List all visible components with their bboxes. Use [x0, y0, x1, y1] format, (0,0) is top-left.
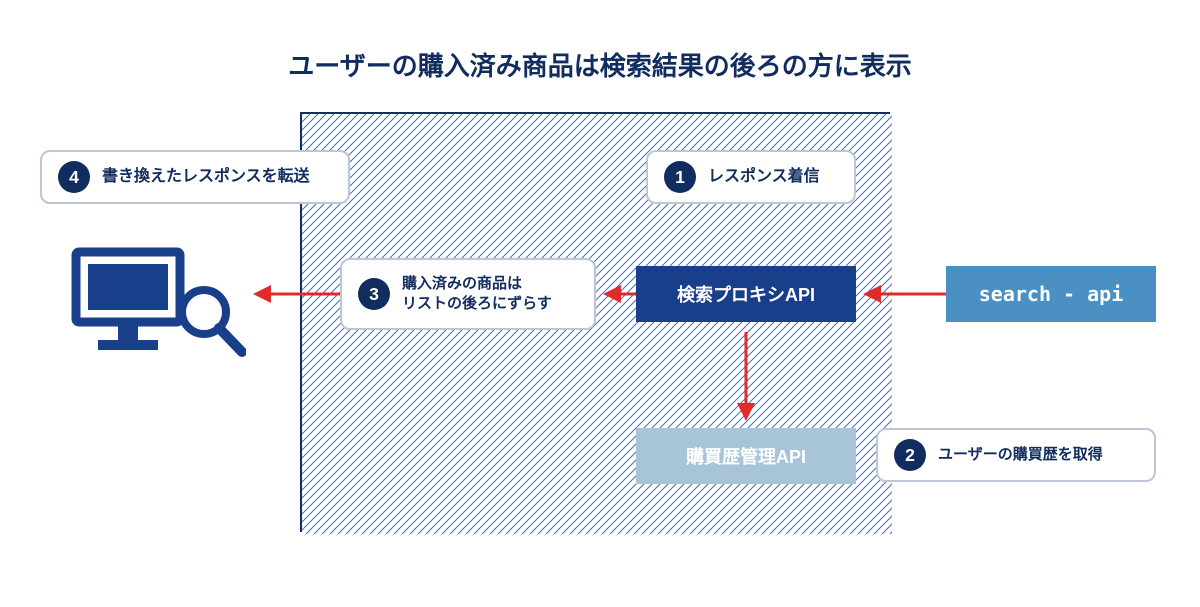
step-label: ユーザーの購買歴を取得	[938, 445, 1103, 465]
arrow-search-to-proxy	[852, 280, 960, 308]
arrow-proxy-to-step3	[592, 280, 650, 308]
diagram-title: ユーザーの購入済み商品は検索結果の後ろの方に表示	[0, 46, 1200, 83]
step-number-badge: 3	[358, 278, 390, 310]
arrow-proxy-to-history	[732, 318, 760, 432]
callout-step-1: 1 レスポンス着信	[646, 150, 856, 204]
block-search-api: search - api	[946, 266, 1156, 322]
arrow-step3-to-client	[242, 280, 354, 308]
block-search-proxy-api: 検索プロキシAPI	[636, 266, 856, 322]
step-number-badge: 4	[58, 161, 90, 193]
step-label: 購入済みの商品は リストの後ろにずらす	[402, 274, 552, 315]
callout-step-2: 2 ユーザーの購買歴を取得	[876, 428, 1156, 482]
block-purchase-history-api: 購買歴管理API	[636, 428, 856, 484]
callout-step-4: 4 書き換えたレスポンスを転送	[40, 150, 350, 204]
step-label: レスポンス着信	[708, 166, 820, 188]
client-monitor-icon	[66, 244, 246, 364]
step-number-badge: 1	[664, 161, 696, 193]
step-number-badge: 2	[894, 439, 926, 471]
step-label: 書き換えたレスポンスを転送	[102, 166, 310, 188]
callout-step-3: 3 購入済みの商品は リストの後ろにずらす	[340, 258, 596, 330]
